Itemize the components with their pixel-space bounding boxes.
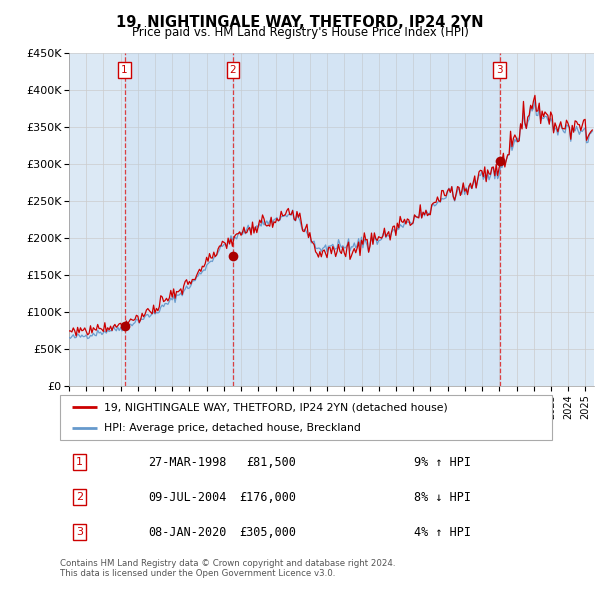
Text: £176,000: £176,000 bbox=[239, 490, 296, 504]
Text: 1: 1 bbox=[121, 65, 128, 75]
Text: 3: 3 bbox=[76, 527, 83, 537]
Text: 8% ↓ HPI: 8% ↓ HPI bbox=[414, 490, 471, 504]
Text: 9% ↑ HPI: 9% ↑ HPI bbox=[414, 455, 471, 468]
Text: £81,500: £81,500 bbox=[246, 455, 296, 468]
Bar bbox=[125, 53, 233, 386]
Text: HPI: Average price, detached house, Breckland: HPI: Average price, detached house, Brec… bbox=[104, 422, 361, 432]
Text: 27-MAR-1998: 27-MAR-1998 bbox=[149, 455, 227, 468]
Text: 3: 3 bbox=[496, 65, 503, 75]
Bar bbox=[233, 53, 500, 386]
Text: 4% ↑ HPI: 4% ↑ HPI bbox=[414, 526, 471, 539]
Text: £305,000: £305,000 bbox=[239, 526, 296, 539]
Text: 09-JUL-2004: 09-JUL-2004 bbox=[149, 490, 227, 504]
Text: 08-JAN-2020: 08-JAN-2020 bbox=[149, 526, 227, 539]
FancyBboxPatch shape bbox=[60, 395, 552, 440]
Text: Price paid vs. HM Land Registry's House Price Index (HPI): Price paid vs. HM Land Registry's House … bbox=[131, 26, 469, 39]
Text: 1: 1 bbox=[76, 457, 83, 467]
Text: 19, NIGHTINGALE WAY, THETFORD, IP24 2YN (detached house): 19, NIGHTINGALE WAY, THETFORD, IP24 2YN … bbox=[104, 402, 448, 412]
Text: 2: 2 bbox=[76, 492, 83, 502]
Text: 19, NIGHTINGALE WAY, THETFORD, IP24 2YN: 19, NIGHTINGALE WAY, THETFORD, IP24 2YN bbox=[116, 15, 484, 30]
Text: Contains HM Land Registry data © Crown copyright and database right 2024.: Contains HM Land Registry data © Crown c… bbox=[60, 559, 395, 568]
Text: This data is licensed under the Open Government Licence v3.0.: This data is licensed under the Open Gov… bbox=[60, 569, 335, 578]
Text: 2: 2 bbox=[230, 65, 236, 75]
